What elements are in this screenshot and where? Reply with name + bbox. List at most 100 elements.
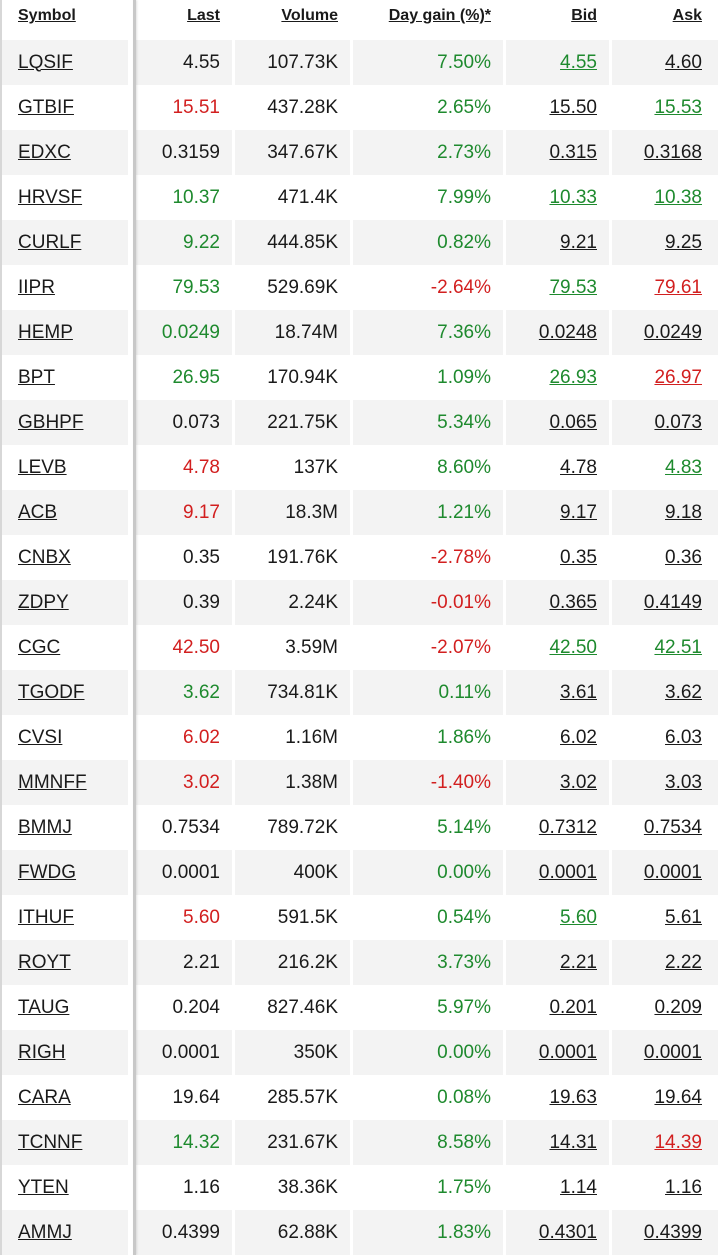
- bid-price-link[interactable]: 2.21: [560, 951, 597, 973]
- bid-price-link[interactable]: 10.33: [549, 186, 597, 208]
- symbol-link[interactable]: CNBX: [18, 546, 71, 568]
- ask-price-link[interactable]: 0.0001: [643, 861, 702, 883]
- bid-price-link[interactable]: 4.78: [560, 456, 597, 478]
- column-header-day-gain[interactable]: Day gain (%)*: [388, 7, 491, 24]
- symbol-link[interactable]: HEMP: [18, 321, 73, 343]
- day-gain-value: -2.64%: [430, 276, 491, 298]
- volume-value-cell: 170.94K: [235, 355, 350, 400]
- bid-price-link[interactable]: 0.7312: [538, 816, 597, 838]
- ask-price-link[interactable]: 0.209: [654, 996, 702, 1018]
- ask-price-link[interactable]: 4.60: [665, 51, 702, 73]
- symbol-link[interactable]: CURLF: [18, 231, 82, 253]
- bid-price-link[interactable]: 0.35: [560, 546, 597, 568]
- day-gain-value-cell: 1.86%: [353, 715, 503, 760]
- column-header-symbol[interactable]: Symbol: [18, 7, 76, 24]
- ask-price-link[interactable]: 26.97: [654, 366, 702, 388]
- symbol-link[interactable]: CGC: [18, 636, 61, 658]
- ask-price-link[interactable]: 2.22: [665, 951, 702, 973]
- bid-price-link[interactable]: 9.21: [560, 231, 597, 253]
- symbol-link[interactable]: BPT: [18, 366, 55, 388]
- ask-price-link[interactable]: 0.3168: [643, 141, 702, 163]
- symbol-link[interactable]: ZDPY: [18, 591, 69, 613]
- ask-price-link[interactable]: 0.0249: [643, 321, 702, 343]
- table-row: TCNNF 14.32 231.67K 8.58% 14.31 14.39: [2, 1120, 720, 1165]
- ask-price-link[interactable]: 1.16: [665, 1176, 702, 1198]
- column-header-ask[interactable]: Ask: [672, 7, 702, 24]
- bid-price-link[interactable]: 1.14: [560, 1176, 597, 1198]
- bid-price-link[interactable]: 0.065: [549, 411, 597, 433]
- ask-price-link[interactable]: 0.4149: [643, 591, 702, 613]
- bid-price-link[interactable]: 0.4301: [538, 1221, 597, 1243]
- ask-price-link-cell: 26.97: [612, 355, 718, 400]
- ask-price-link[interactable]: 6.03: [665, 726, 702, 748]
- symbol-link[interactable]: GBHPF: [18, 411, 84, 433]
- last-price-cell: 4.55: [133, 40, 232, 85]
- bid-price-link[interactable]: 0.0001: [538, 861, 597, 883]
- day-gain-value: 5.14%: [437, 816, 491, 838]
- bid-price-link[interactable]: 0.315: [549, 141, 597, 163]
- symbol-link[interactable]: TCNNF: [18, 1131, 83, 1153]
- volume-value: 3.59M: [285, 636, 338, 658]
- bid-price-link[interactable]: 19.63: [549, 1086, 597, 1108]
- column-header-volume[interactable]: Volume: [281, 7, 338, 24]
- symbol-link[interactable]: ROYT: [18, 951, 71, 973]
- ask-price-link[interactable]: 9.18: [665, 501, 702, 523]
- ask-price-link[interactable]: 15.53: [654, 96, 702, 118]
- last-price-cell: 10.37: [133, 175, 232, 220]
- ask-price-link[interactable]: 0.0001: [643, 1041, 702, 1063]
- symbol-link-cell: ACB: [2, 490, 128, 535]
- bid-price-link[interactable]: 3.61: [560, 681, 597, 703]
- symbol-link[interactable]: MMNFF: [18, 771, 87, 793]
- ask-price-link[interactable]: 4.83: [665, 456, 702, 478]
- bid-price-link[interactable]: 15.50: [549, 96, 597, 118]
- symbol-link[interactable]: IIPR: [18, 276, 55, 298]
- bid-price-link[interactable]: 0.0001: [538, 1041, 597, 1063]
- bid-price-link[interactable]: 9.17: [560, 501, 597, 523]
- table-row: ZDPY 0.39 2.24K -0.01% 0.365 0.4149: [2, 580, 720, 625]
- symbol-link[interactable]: LEVB: [18, 456, 67, 478]
- symbol-link[interactable]: RIGH: [18, 1041, 66, 1063]
- symbol-link[interactable]: GTBIF: [18, 96, 74, 118]
- symbol-link[interactable]: LQSIF: [18, 51, 73, 73]
- bid-price-link[interactable]: 0.365: [549, 591, 597, 613]
- symbol-link[interactable]: BMMJ: [18, 816, 72, 838]
- symbol-link[interactable]: YTEN: [18, 1176, 69, 1198]
- symbol-link[interactable]: TAUG: [18, 996, 70, 1018]
- ask-price-link[interactable]: 10.38: [654, 186, 702, 208]
- ask-price-link[interactable]: 0.4399: [643, 1221, 702, 1243]
- bid-price-link[interactable]: 42.50: [549, 636, 597, 658]
- symbol-link-cell: HEMP: [2, 310, 128, 355]
- ask-price-link[interactable]: 0.7534: [643, 816, 702, 838]
- bid-price-link[interactable]: 4.55: [560, 51, 597, 73]
- bid-price-link[interactable]: 79.53: [549, 276, 597, 298]
- symbol-link[interactable]: CARA: [18, 1086, 71, 1108]
- ask-price-link[interactable]: 3.62: [665, 681, 702, 703]
- symbol-link[interactable]: EDXC: [18, 141, 71, 163]
- symbol-link[interactable]: TGODF: [18, 681, 85, 703]
- bid-price-link[interactable]: 3.02: [560, 771, 597, 793]
- bid-price-link[interactable]: 0.201: [549, 996, 597, 1018]
- bid-price-link[interactable]: 5.60: [560, 906, 597, 928]
- column-header-bid[interactable]: Bid: [571, 7, 597, 24]
- symbol-link[interactable]: CVSI: [18, 726, 63, 748]
- bid-price-link[interactable]: 0.0248: [538, 321, 597, 343]
- ask-price-link[interactable]: 14.39: [654, 1131, 702, 1153]
- symbol-link[interactable]: ACB: [18, 501, 58, 523]
- bid-price-link[interactable]: 26.93: [549, 366, 597, 388]
- symbol-link[interactable]: FWDG: [18, 861, 77, 883]
- bid-price-link[interactable]: 14.31: [549, 1131, 597, 1153]
- ask-price-link[interactable]: 3.03: [665, 771, 702, 793]
- bid-price-link[interactable]: 6.02: [560, 726, 597, 748]
- ask-price-link[interactable]: 79.61: [654, 276, 702, 298]
- ask-price-link[interactable]: 0.36: [665, 546, 702, 568]
- day-gain-value: -1.40%: [430, 771, 491, 793]
- ask-price-link[interactable]: 0.073: [654, 411, 702, 433]
- ask-price-link[interactable]: 42.51: [654, 636, 702, 658]
- ask-price-link[interactable]: 19.64: [654, 1086, 702, 1108]
- symbol-link[interactable]: AMMJ: [18, 1221, 72, 1243]
- symbol-link[interactable]: ITHUF: [18, 906, 74, 928]
- ask-price-link[interactable]: 5.61: [665, 906, 702, 928]
- symbol-link[interactable]: HRVSF: [18, 186, 83, 208]
- ask-price-link[interactable]: 9.25: [665, 231, 702, 253]
- column-header-last[interactable]: Last: [187, 7, 220, 24]
